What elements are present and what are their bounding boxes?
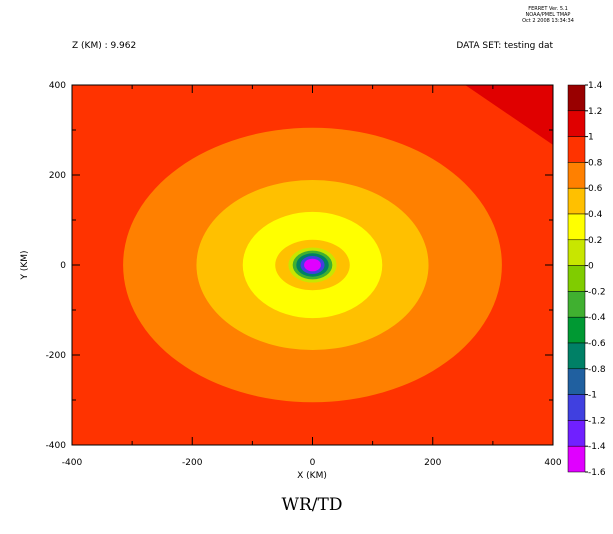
colorbar-label: 1.2 <box>588 107 602 117</box>
stamp-line: FERRET Ver. 5.1 <box>528 6 568 12</box>
colorbar-label: -0.8 <box>588 365 606 375</box>
y-tick-label: 400 <box>49 81 66 91</box>
colorbar-swatch <box>567 342 586 370</box>
x-tick-label: -200 <box>182 458 203 468</box>
colorbar-swatch <box>567 84 586 112</box>
colorbar-label: -1.6 <box>588 468 606 478</box>
colorbar-swatch <box>567 187 586 215</box>
colorbar-swatch <box>567 239 586 266</box>
colorbar-label: -1 <box>588 391 597 401</box>
header-right: DATA SET: testing dat <box>456 41 553 51</box>
y-tick-label: 0 <box>60 261 66 271</box>
colorbar-swatch <box>567 110 586 137</box>
colorbar-swatch <box>567 420 586 447</box>
stamp-line: Oct 2 2008 13:34:34 <box>522 18 574 24</box>
colorbar-label: -1.4 <box>588 442 606 452</box>
corner-region <box>465 85 553 145</box>
colorbar-label: -0.6 <box>588 339 606 349</box>
colorbar-label: -0.4 <box>588 313 606 323</box>
chart-title: WR/TD <box>282 495 343 515</box>
colorbar-label: -1.2 <box>588 416 606 426</box>
contour-region <box>304 258 321 272</box>
y-axis-label: Y (KM) <box>20 250 30 280</box>
colorbar-swatch <box>567 136 586 163</box>
y-tick-label: -200 <box>46 351 67 361</box>
colorbar-label: 0 <box>588 262 594 272</box>
y-tick-label: -400 <box>46 441 67 451</box>
x-tick-label: -400 <box>62 458 83 468</box>
stamp-line: NOAA/PMEL TMAP <box>526 12 571 18</box>
colorbar-swatch <box>567 213 586 241</box>
x-tick-label: 200 <box>424 458 441 468</box>
colorbar-label: 1.4 <box>588 81 603 91</box>
x-tick-label: 400 <box>544 458 561 468</box>
stamp: FERRET Ver. 5.1 NOAA/PMEL TMAP Oct 2 200… <box>522 6 574 24</box>
header-left: Z (KM) : 9.962 <box>72 41 136 51</box>
colorbar-swatch <box>567 265 586 292</box>
colorbar-label: 0.8 <box>588 158 603 168</box>
colorbar-swatch <box>567 162 586 189</box>
y-tick-label: 200 <box>49 171 66 181</box>
colorbar-label: -0.2 <box>588 287 606 297</box>
colorbar-swatch <box>567 394 586 421</box>
colorbar-swatch <box>567 291 586 318</box>
colorbar-label: 1 <box>588 133 594 143</box>
colorbar-swatch <box>567 316 586 344</box>
colorbar-swatch <box>567 445 586 473</box>
x-tick-label: 0 <box>310 458 316 468</box>
colorbar-label: 0.6 <box>588 184 603 194</box>
colorbar-swatch <box>567 368 586 395</box>
x-axis-label: X (KM) <box>297 471 327 481</box>
colorbar-label: 0.2 <box>588 236 602 246</box>
colorbar-label: 0.4 <box>588 210 603 220</box>
